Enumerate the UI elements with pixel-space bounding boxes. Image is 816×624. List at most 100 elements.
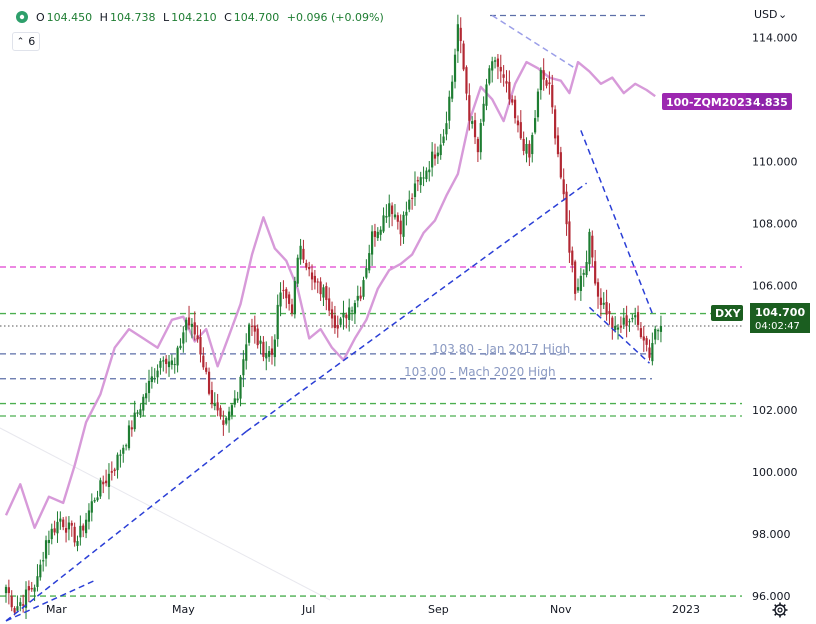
candle-body	[508, 81, 511, 100]
candle-body	[276, 304, 279, 340]
currency-label[interactable]: USD	[754, 8, 778, 21]
candle-body	[568, 221, 571, 253]
candle-body	[253, 325, 256, 332]
candle-body	[210, 390, 214, 405]
indicator-count: 6	[28, 35, 36, 48]
candle-body	[459, 27, 462, 42]
candle-body	[84, 519, 88, 534]
candle-body	[588, 231, 591, 265]
candle-body	[22, 604, 25, 606]
candle-body	[396, 215, 399, 222]
high-label: H	[100, 11, 108, 24]
candle-body	[33, 587, 36, 592]
candle-body	[245, 344, 248, 361]
low-value: 104.210	[171, 11, 217, 24]
x-tick-label: Sep	[428, 603, 449, 616]
candle-body	[42, 560, 45, 562]
candle-body	[50, 528, 53, 540]
candle-body	[90, 501, 93, 513]
candle-body	[64, 528, 68, 533]
candle-body	[528, 143, 531, 158]
candle-body	[416, 180, 419, 182]
candle-body	[599, 297, 602, 306]
candle-body	[239, 376, 242, 399]
candle-body	[445, 123, 448, 135]
y-tick-label: 96.000	[752, 590, 791, 603]
candle-body	[350, 310, 354, 312]
candle-body	[473, 120, 477, 138]
y-tick-label: 114.000	[752, 31, 798, 44]
candle-body	[216, 402, 219, 411]
candle-body	[27, 586, 30, 591]
candle-body	[451, 81, 454, 99]
candle-body	[388, 203, 391, 217]
candle-body	[47, 539, 50, 544]
candle-body	[634, 315, 637, 318]
candle-body	[548, 82, 551, 85]
open-label: O	[36, 11, 45, 24]
candle-body	[442, 136, 445, 143]
candle-body	[534, 118, 537, 133]
candle-body	[156, 370, 159, 378]
candle-body	[328, 298, 331, 311]
candle-body	[10, 596, 13, 608]
candle-body	[339, 318, 342, 325]
candlestick-series-dxy	[4, 14, 663, 619]
candle-body	[602, 302, 605, 305]
candle-body	[199, 337, 202, 355]
candle-body	[648, 347, 651, 358]
chevron-down-icon[interactable]: ⌄	[778, 8, 787, 21]
candle-body	[73, 526, 76, 543]
candle-body	[24, 589, 28, 608]
candle-body	[230, 405, 234, 416]
time-axis[interactable]: Mar May Jul Sep Nov 2023	[46, 603, 700, 616]
candle-body	[282, 289, 285, 291]
price-axis[interactable]: 96.000 98.000 100.000 102.000 106.000 108.000…	[752, 31, 798, 603]
gear-icon[interactable]	[772, 602, 788, 618]
candle-body	[654, 328, 657, 340]
candle-body	[70, 522, 73, 526]
chevron-up-icon: ⌃	[16, 36, 25, 47]
candle-body	[173, 364, 176, 366]
x-tick-label: Nov	[550, 603, 572, 616]
candle-body	[365, 268, 368, 278]
candle-body	[336, 325, 339, 329]
candle-body	[391, 205, 394, 215]
candle-body	[102, 481, 105, 485]
candle-body	[190, 323, 193, 327]
candle-body	[539, 70, 542, 91]
candle-body	[167, 361, 171, 368]
candle-body	[147, 380, 151, 394]
candle-body	[125, 445, 128, 447]
candle-body	[362, 280, 365, 297]
candle-body	[176, 347, 179, 366]
candle-body	[502, 74, 505, 78]
candle-body	[433, 154, 437, 159]
candle-body	[185, 319, 188, 331]
candle-body	[107, 473, 111, 487]
candle-body	[556, 135, 560, 155]
candle-body	[76, 541, 79, 546]
candle-body	[370, 231, 374, 255]
high-value: 104.738	[110, 11, 156, 24]
candle-body	[525, 144, 528, 154]
indicators-toggle[interactable]: ⌃ 6	[12, 32, 40, 51]
candle-body	[87, 510, 91, 522]
candle-body	[448, 96, 451, 121]
candle-body	[67, 522, 71, 530]
candle-body	[582, 272, 585, 275]
candle-body	[205, 367, 208, 372]
candle-body	[122, 447, 125, 454]
annotation-jan-2017-high: 103.80 - Jan 2017 High	[432, 342, 570, 356]
candle-body	[305, 262, 308, 268]
candle-body	[465, 67, 468, 94]
price-tag-symbol: DXY	[715, 307, 742, 320]
candle-body	[622, 317, 625, 325]
candle-body	[359, 295, 362, 299]
candle-body	[219, 407, 222, 417]
candle-body	[236, 398, 239, 401]
y-tick-label: 106.000	[752, 280, 798, 293]
close-value: 104.700	[234, 11, 280, 24]
